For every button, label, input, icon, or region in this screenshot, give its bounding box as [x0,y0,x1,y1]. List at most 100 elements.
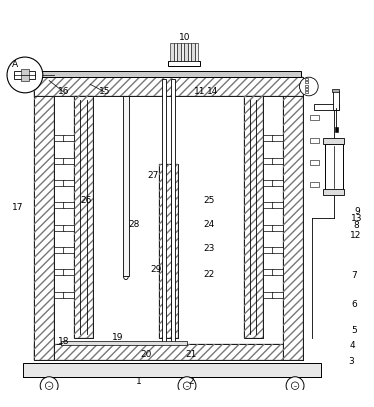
Bar [283,77,303,360]
Text: 14: 14 [208,87,219,96]
Bar [272,269,283,276]
Text: 25: 25 [203,196,214,205]
Text: 22: 22 [204,270,215,279]
Text: 4: 4 [350,341,355,350]
Circle shape [178,377,196,395]
Text: 20: 20 [140,350,152,359]
Bar [159,164,178,338]
Bar [272,225,283,231]
Bar [272,247,283,253]
Circle shape [300,77,318,96]
Text: 8: 8 [354,221,359,230]
Circle shape [286,377,304,395]
Bar [54,135,64,141]
Text: 7: 7 [351,271,357,280]
Bar [63,202,74,208]
Bar [310,115,319,120]
Bar [272,180,283,186]
Bar [305,85,308,87]
Bar [170,43,174,61]
Text: 10: 10 [179,33,190,42]
Text: 26: 26 [80,196,91,205]
Bar [54,202,64,208]
Bar [305,81,308,83]
Bar [310,138,319,143]
Text: 11: 11 [194,87,206,96]
Bar [325,144,343,193]
Bar [191,43,195,61]
Text: 6: 6 [351,300,357,309]
Bar [36,71,301,77]
Bar [171,79,175,344]
Bar [184,43,188,61]
Bar [34,77,53,360]
Bar [23,363,321,377]
Text: 17: 17 [12,203,23,212]
Bar [272,292,283,298]
Bar [34,77,303,96]
Bar [283,77,303,360]
Bar [74,96,93,338]
Bar [324,189,344,195]
Text: 27: 27 [147,171,159,179]
Text: 3: 3 [348,357,354,366]
Bar [174,43,177,61]
Bar [63,158,74,164]
Bar [162,79,166,344]
Circle shape [291,382,299,389]
Text: 28: 28 [128,220,140,229]
Text: 21: 21 [185,350,196,359]
Bar [195,43,198,61]
Text: A: A [12,60,18,69]
Bar [272,202,283,208]
Bar [63,225,74,231]
Bar [159,164,178,338]
Bar [305,78,308,80]
Bar [272,158,283,164]
Bar [63,135,74,141]
Bar [263,180,273,186]
Text: 5: 5 [351,326,357,335]
Bar [63,269,74,276]
Bar [314,104,338,109]
Bar [34,344,303,360]
Bar [177,43,181,61]
Bar [61,341,187,346]
Bar [263,225,273,231]
Bar [272,135,283,141]
Bar [74,96,93,338]
Bar [305,91,308,93]
Text: 16: 16 [58,87,69,96]
Text: 19: 19 [112,333,124,342]
Bar [310,160,319,165]
Bar [34,77,303,96]
Bar [34,344,303,360]
Bar [54,158,64,164]
Bar [334,91,338,109]
Bar [263,247,273,253]
Bar [54,180,64,186]
Text: 23: 23 [204,244,215,253]
Bar [310,182,319,188]
Text: 18: 18 [58,337,70,346]
Bar [244,96,263,338]
Bar [123,96,129,276]
Bar [54,269,64,276]
Circle shape [183,382,191,389]
Bar [15,71,36,79]
Bar [332,89,338,92]
Bar [63,247,74,253]
Text: 1: 1 [136,377,141,386]
Bar [188,43,191,61]
Bar [53,96,283,344]
Bar [34,77,53,360]
Circle shape [40,377,58,395]
Bar [335,127,337,132]
Text: 15: 15 [98,87,110,96]
Bar [263,269,273,276]
Text: 12: 12 [350,231,361,240]
Text: 24: 24 [203,220,214,229]
Text: 13: 13 [351,214,363,223]
Bar [263,158,273,164]
Bar [305,88,308,90]
